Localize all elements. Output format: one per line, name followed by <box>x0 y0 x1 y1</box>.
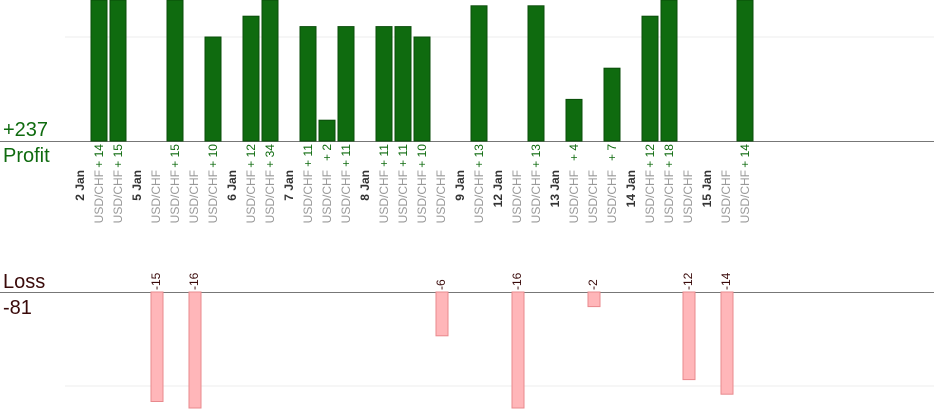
date-label: 5 Jan <box>130 170 144 201</box>
symbol-label: USD/CHF <box>149 170 163 223</box>
date-label: 7 Jan <box>282 170 296 201</box>
profit-bar <box>641 15 659 142</box>
profit-bar <box>242 15 260 142</box>
profit-value-label: + 10 <box>206 144 220 168</box>
date-label: 13 Jan <box>548 170 562 207</box>
loss-value-label: -12 <box>681 272 695 290</box>
symbol-label: USD/CHF <box>206 170 220 223</box>
loss-bar <box>511 291 525 409</box>
loss-bars: -15 -16 -6 -16 -2 -12 -14 <box>149 272 734 409</box>
profit-bar <box>299 26 317 142</box>
symbol-label: USD/CHF <box>92 170 106 223</box>
date-label: 12 Jan <box>491 170 505 207</box>
date-label: 6 Jan <box>225 170 239 201</box>
profit-bar <box>375 26 393 142</box>
date-label: 8 Jan <box>358 170 372 201</box>
loss-value-label: -14 <box>719 272 733 290</box>
symbol-label: USD/CHF <box>662 170 676 223</box>
profit-value-label: + 4 <box>567 144 581 161</box>
profit-value-label: + 14 <box>92 144 106 168</box>
profit-value-label: + 11 <box>301 144 315 167</box>
symbol-label: USD/CHF <box>472 170 486 223</box>
profit-value-label: + 11 <box>377 144 391 167</box>
loss-total: -81 <box>3 297 32 319</box>
profit-bar <box>204 36 222 142</box>
symbol-label: USD/CHF <box>377 170 391 223</box>
profit-value-label: + 2 <box>320 144 334 161</box>
profit-value-label: + 18 <box>662 144 676 168</box>
profit-value-label: + 11 <box>396 144 410 167</box>
date-label: 14 Jan <box>624 170 638 207</box>
symbol-label: USD/CHF <box>111 170 125 223</box>
profit-bar <box>565 98 583 142</box>
symbol-label: USD/CHF <box>719 170 733 223</box>
symbol-label: USD/CHF <box>396 170 410 223</box>
date-label: 15 Jan <box>700 170 714 207</box>
loss-bar <box>682 291 696 381</box>
profit-bar <box>109 0 127 142</box>
symbol-label: USD/CHF <box>168 170 182 223</box>
symbol-label: USD/CHF <box>510 170 524 223</box>
profit-bar <box>660 0 678 142</box>
loss-value-label: -16 <box>187 272 201 290</box>
profit-bar <box>470 5 488 142</box>
loss-value-label: -16 <box>510 272 524 290</box>
symbol-label: USD/CHF <box>434 170 448 223</box>
loss-label: Loss <box>3 271 46 293</box>
profit-bar <box>394 26 412 142</box>
loss-value-label: -2 <box>586 279 600 290</box>
date-label: 2 Jan <box>73 170 87 201</box>
column-labels: 2 Jan USD/CHF USD/CHF 5 Jan USD/CHF USD/CHF US… <box>73 170 752 223</box>
profit-value-label: + 15 <box>111 144 125 168</box>
symbol-label: USD/CHF <box>605 170 619 223</box>
symbol-label: USD/CHF <box>529 170 543 223</box>
loss-value-label: -6 <box>434 279 448 290</box>
symbol-label: USD/CHF <box>244 170 258 223</box>
profit-bar <box>413 36 431 142</box>
loss-bar <box>188 291 202 409</box>
profit-value-label: + 14 <box>738 144 752 168</box>
loss-bar <box>587 291 601 308</box>
profit-value-label: + 12 <box>643 144 657 168</box>
loss-bar <box>150 291 164 402</box>
loss-bar <box>720 291 734 395</box>
profit-value-label: + 13 <box>472 144 486 168</box>
profit-bar <box>337 26 355 142</box>
profit-bars: + 14 + 15 + 15 + 10 + 12 + 34 + 11 + 2 + 11 + 11 +… <box>90 0 754 168</box>
profit-value-label: + 12 <box>244 144 258 168</box>
profit-value-label: + 11 <box>339 144 353 167</box>
profit-value-label: + 10 <box>415 144 429 168</box>
profit-bar <box>90 0 108 142</box>
profit-bar <box>318 119 336 142</box>
profit-bar <box>527 5 545 142</box>
date-label: 9 Jan <box>453 170 467 201</box>
profit-value-label: + 34 <box>263 144 277 168</box>
symbol-label: USD/CHF <box>415 170 429 223</box>
profit-label: Profit <box>3 145 50 167</box>
symbol-label: USD/CHF <box>187 170 201 223</box>
symbol-label: USD/CHF <box>301 170 315 223</box>
loss-value-label: -15 <box>149 272 163 290</box>
symbol-label: USD/CHF <box>738 170 752 223</box>
profit-value-label: + 13 <box>529 144 543 168</box>
symbol-label: USD/CHF <box>567 170 581 223</box>
profit-value-label: + 15 <box>168 144 182 168</box>
symbol-label: USD/CHF <box>643 170 657 223</box>
profit-bar <box>166 0 184 142</box>
grid-lines <box>0 36 934 387</box>
symbol-label: USD/CHF <box>320 170 334 223</box>
profit-bar <box>261 0 279 142</box>
profit-total: +237 <box>3 119 49 141</box>
symbol-label: USD/CHF <box>586 170 600 223</box>
loss-bar <box>435 291 449 337</box>
symbol-label: USD/CHF <box>339 170 353 223</box>
profit-value-label: + 7 <box>605 144 619 161</box>
profit-bar <box>736 0 754 142</box>
symbol-label: USD/CHF <box>681 170 695 223</box>
profit-bar <box>603 67 621 142</box>
symbol-label: USD/CHF <box>263 170 277 223</box>
